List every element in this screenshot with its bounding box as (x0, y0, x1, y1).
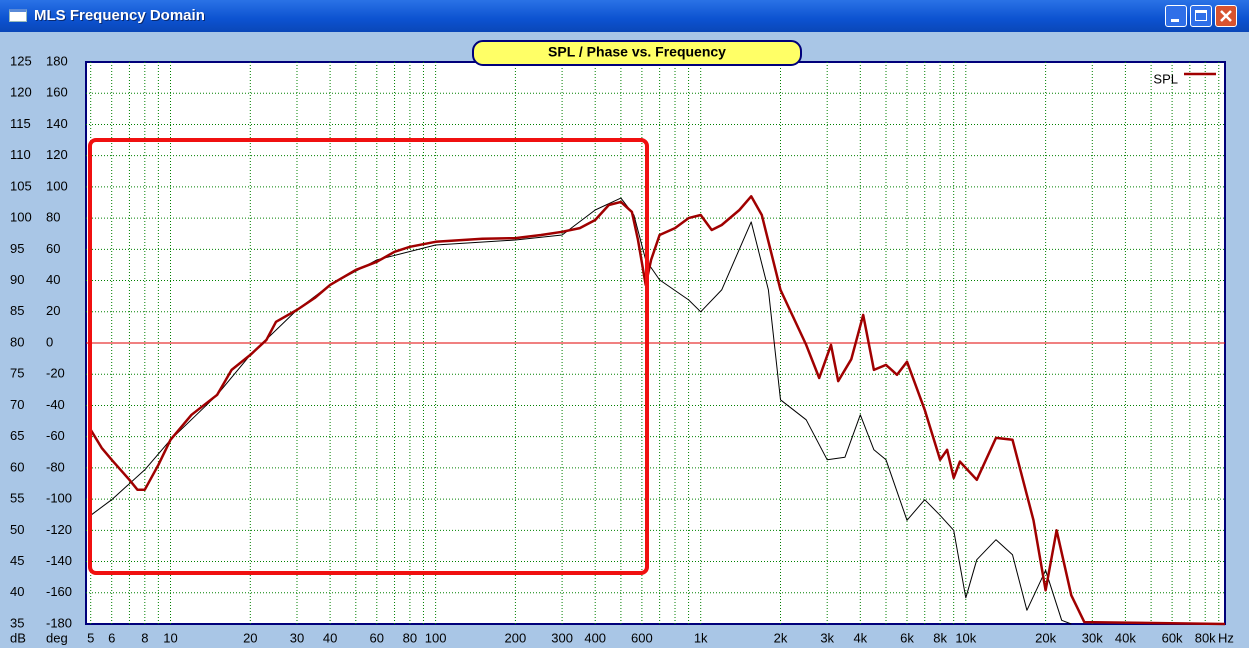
y-tick-label: 60 (10, 459, 24, 474)
minimize-button[interactable] (1165, 5, 1187, 27)
maximize-button[interactable] (1190, 5, 1212, 27)
y-tick-label: 55 (10, 491, 24, 506)
y2-tick-label: 140 (46, 116, 68, 131)
y2-tick-label: -40 (46, 397, 65, 412)
x-tick-label: 60k (1162, 630, 1183, 645)
x-tick-label: 10 (163, 630, 177, 645)
y2-tick-label: 180 (46, 53, 68, 68)
x-tick-label: 80 (403, 630, 417, 645)
y2-tick-label: 0 (46, 334, 53, 349)
y2-tick-label: -140 (46, 553, 72, 568)
x-tick-label: 1k (694, 630, 708, 645)
title-box (472, 40, 802, 66)
y2-tick-label: -60 (46, 428, 65, 443)
x-tick-label: 600 (631, 630, 653, 645)
x-tick-label: 300 (551, 630, 573, 645)
y-tick-label: 70 (10, 397, 24, 412)
x-tick-label: 40 (323, 630, 337, 645)
y-unit: dB (10, 630, 26, 645)
y-tick-label: 50 (10, 522, 24, 537)
y2-tick-label: -180 (46, 615, 72, 630)
y2-tick-label: 60 (46, 241, 60, 256)
y-tick-label: 80 (10, 334, 24, 349)
y-tick-label: 40 (10, 584, 24, 599)
x-tick-label: 2k (774, 630, 788, 645)
y2-tick-label: -100 (46, 491, 72, 506)
y2-tick-label: -160 (46, 584, 72, 599)
y-tick-label: 100 (10, 210, 32, 225)
y2-tick-label: 80 (46, 210, 60, 225)
y2-tick-label: -20 (46, 366, 65, 381)
y-tick-label: 85 (10, 303, 24, 318)
y2-tick-label: 100 (46, 178, 68, 193)
window-title: MLS Frequency Domain (34, 7, 205, 24)
x-unit: Hz (1218, 630, 1234, 645)
window-icon (9, 9, 27, 22)
x-tick-label: 20 (243, 630, 257, 645)
x-tick-label: 8k (933, 630, 947, 645)
x-tick-label: 20k (1035, 630, 1056, 645)
y-tick-label: 65 (10, 428, 24, 443)
y2-tick-label: 20 (46, 303, 60, 318)
x-tick-label: 30 (290, 630, 304, 645)
y-tick-label: 90 (10, 272, 24, 287)
y2-unit: deg (46, 630, 68, 645)
y2-tick-label: 40 (46, 272, 60, 287)
x-tick-label: 60 (370, 630, 384, 645)
x-tick-label: 8 (141, 630, 148, 645)
x-tick-label: 6 (108, 630, 115, 645)
x-tick-label: 30k (1082, 630, 1103, 645)
y-tick-label: 95 (10, 241, 24, 256)
y-tick-label: 115 (10, 116, 31, 131)
x-tick-label: 10k (955, 630, 976, 645)
title-bar: MLS Frequency Domain (0, 0, 1249, 32)
y-tick-label: 75 (10, 366, 24, 381)
x-tick-label: 80k (1195, 630, 1216, 645)
y-tick-label: 35 (10, 615, 24, 630)
y2-tick-label: -80 (46, 459, 65, 474)
y-tick-label: 110 (10, 147, 31, 162)
legend-label: SPL (1153, 71, 1178, 86)
data-line (89, 195, 1226, 626)
x-tick-label: 40k (1115, 630, 1136, 645)
x-tick-label: 400 (584, 630, 606, 645)
y-tick-label: 125 (10, 53, 32, 68)
x-tick-label: 5 (87, 630, 94, 645)
x-tick-label: 200 (505, 630, 527, 645)
y2-tick-label: 120 (46, 147, 68, 162)
close-button[interactable] (1215, 5, 1237, 27)
highlight-box (88, 138, 649, 575)
x-tick-label: 4k (853, 630, 867, 645)
y2-tick-label: -120 (46, 522, 72, 537)
x-tick-label: 3k (820, 630, 834, 645)
y-tick-label: 120 (10, 85, 32, 100)
y-tick-label: 45 (10, 553, 24, 568)
chart-title: SPL / Phase vs. Frequency (548, 44, 726, 60)
x-tick-label: 100 (425, 630, 447, 645)
y2-tick-label: 160 (46, 85, 68, 100)
x-tick-label: 6k (900, 630, 914, 645)
y-tick-label: 105 (10, 178, 32, 193)
